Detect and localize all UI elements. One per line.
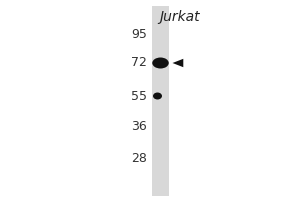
Ellipse shape: [152, 58, 169, 68]
Text: 72: 72: [131, 56, 147, 70]
Text: Jurkat: Jurkat: [160, 10, 200, 24]
Text: 55: 55: [131, 90, 147, 102]
Text: 95: 95: [131, 28, 147, 42]
Bar: [152, 6, 169, 196]
Ellipse shape: [153, 92, 162, 99]
Text: 36: 36: [131, 120, 147, 134]
Polygon shape: [172, 59, 183, 67]
Text: 28: 28: [131, 153, 147, 166]
